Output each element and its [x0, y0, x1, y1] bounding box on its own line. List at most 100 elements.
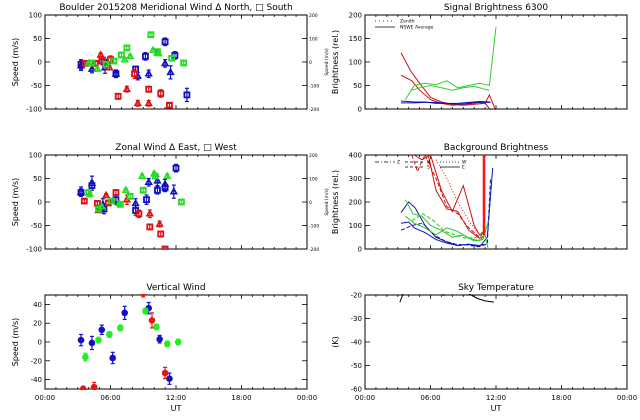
series-line	[427, 154, 486, 240]
data-point	[90, 383, 98, 390]
data-point-square	[168, 54, 176, 62]
y-axis-label: Brightness (rel.)	[331, 170, 340, 234]
data-point-triangle	[125, 51, 135, 60]
y-tick-label: -50	[351, 362, 362, 370]
x-tick-label: 12:00	[166, 394, 186, 402]
series-line	[411, 213, 486, 239]
y-tick-label: 50	[353, 82, 362, 90]
right-tick-label: 200	[309, 153, 318, 159]
data-point	[148, 317, 156, 324]
right-tick-label: -100	[309, 84, 319, 90]
plot-area	[76, 31, 191, 109]
legend: Z NS WE	[375, 160, 467, 171]
plot-area	[76, 163, 185, 250]
data-point-triangle	[93, 64, 102, 72]
data-point-square	[88, 182, 96, 189]
y-tick-label: -20	[351, 292, 362, 300]
data-point-triangle	[87, 64, 97, 72]
data-point-square	[157, 230, 165, 238]
y-axis-label: (K)	[331, 336, 340, 348]
data-point-square	[147, 31, 155, 39]
right-tick-label: 100	[309, 37, 318, 43]
panel-vertical: Vertical Wind 00:00 06:00 12:00 18:00 00:00 UT…	[11, 283, 317, 413]
y-tick-label: -100	[26, 246, 42, 254]
y-axis-label: Brightness (rel.)	[331, 30, 340, 94]
data-point-triangle	[144, 177, 153, 186]
y-tick-label: 20	[33, 320, 42, 328]
panel-zonal: Zonal Wind Δ East, □ West -100 -50 0 50 100 Sp…	[11, 143, 330, 254]
series-line	[400, 167, 494, 248]
plot-frame	[364, 154, 628, 250]
data-point-square	[180, 59, 188, 67]
data-point-triangle	[133, 98, 142, 107]
data-point-square	[151, 172, 159, 180]
data-point-square	[77, 189, 85, 197]
chart-title: Boulder 2015208 Meridional Wind Δ North,…	[59, 3, 292, 13]
data-point-triangle	[145, 209, 154, 217]
y-tick-label: 40	[33, 301, 42, 309]
data-point	[117, 324, 124, 332]
data-point	[153, 323, 160, 331]
y-tick-label: 0	[358, 106, 362, 114]
legend-label: Zenith	[400, 19, 415, 25]
data-point-square	[135, 210, 143, 218]
right-tick-label: -200	[309, 247, 319, 253]
data-point	[77, 336, 85, 344]
data-point-triangle	[153, 176, 162, 184]
data-point-square	[126, 192, 134, 200]
data-point	[82, 353, 89, 361]
x-axis-label: UT	[491, 404, 502, 413]
y-tick-label: -40	[31, 376, 42, 384]
data-point-square	[146, 223, 154, 231]
data-point	[109, 354, 116, 362]
data-point-square	[102, 60, 110, 68]
chart-title: Vertical Wind	[146, 283, 205, 293]
plot-area	[400, 154, 494, 250]
right-tick-label: 200	[309, 13, 318, 19]
data-point-square	[172, 164, 180, 172]
x-tick-label: 00:00	[35, 394, 55, 402]
data-point-square	[131, 70, 138, 78]
series-line	[411, 154, 486, 239]
data-point-triangle	[137, 171, 147, 179]
data-point-triangle	[166, 67, 175, 76]
data-point-square	[178, 198, 185, 206]
data-point-triangle	[155, 219, 164, 227]
data-point-square	[110, 57, 118, 65]
x-tick-label: 00:00	[355, 394, 375, 402]
plot-area	[399, 294, 494, 303]
chart-title: Sky Temperature	[458, 283, 534, 293]
series-line	[413, 154, 486, 236]
y-tick-label: 50	[33, 175, 42, 183]
x-tick-label: 06:00	[100, 394, 120, 402]
data-point-square	[142, 52, 149, 60]
y-tick-label: 0	[358, 246, 362, 254]
y-tick-label: 300	[349, 175, 362, 183]
y-tick-label: 200	[349, 199, 362, 207]
y-tick-label: 50	[33, 35, 42, 43]
y-tick-label: -100	[26, 106, 42, 114]
series-line	[400, 178, 491, 248]
chart-title: Signal Brightness 6300	[444, 3, 548, 13]
data-point	[79, 385, 87, 390]
data-point-triangle	[144, 98, 153, 107]
y-tick-label: 150	[349, 35, 362, 43]
y-axis-label: Speed (m/s)	[11, 318, 20, 367]
x-tick-label: 18:00	[231, 394, 251, 402]
y-tick-label: -40	[351, 339, 362, 347]
data-point-triangle	[101, 190, 111, 199]
series-line	[400, 221, 486, 247]
x-tick-label: 00:00	[297, 394, 317, 402]
series-line	[401, 101, 491, 105]
data-point	[174, 338, 182, 346]
data-point-triangle	[144, 69, 153, 77]
right-tick-label: -100	[309, 224, 319, 230]
y-tick-label: 100	[349, 222, 362, 230]
data-point-square	[114, 92, 122, 100]
data-point	[161, 369, 169, 377]
series-line	[399, 294, 404, 303]
y-axis-label: Speed (m/s)	[11, 178, 20, 227]
data-point-square	[143, 196, 150, 204]
data-point-square	[161, 184, 169, 192]
